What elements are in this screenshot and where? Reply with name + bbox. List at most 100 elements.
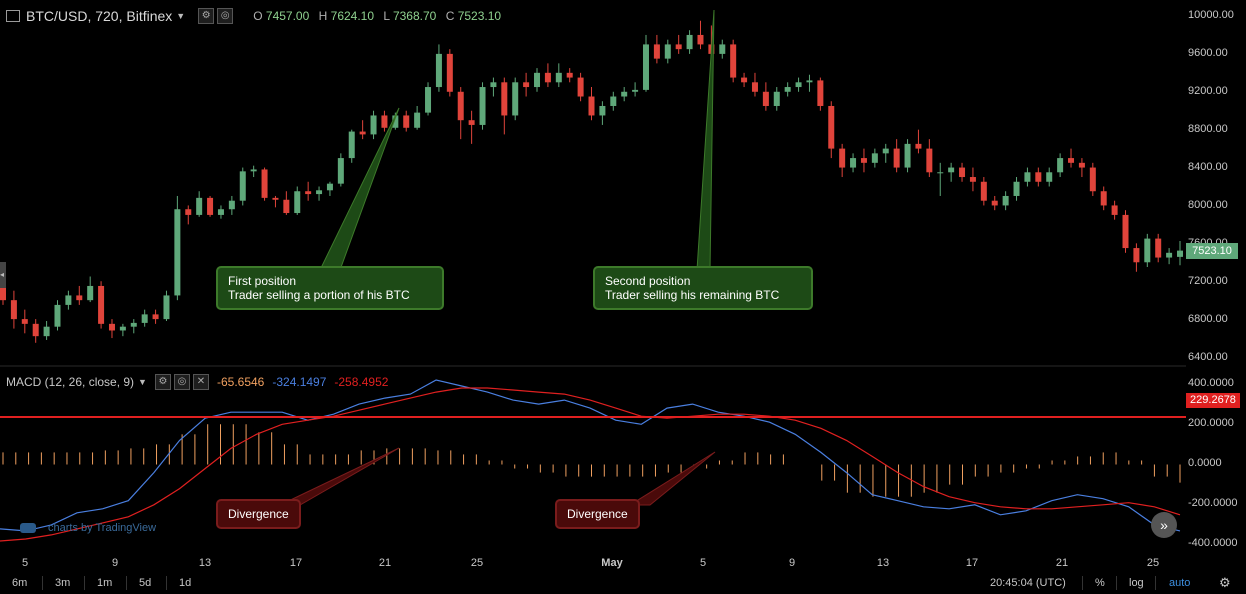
candle-body [544, 72, 551, 83]
candle-body [316, 190, 323, 195]
price-tick-label: 10000.00 [1188, 9, 1234, 21]
candle-body [250, 169, 257, 172]
timeframe-5d[interactable]: 5d [139, 577, 152, 589]
candle-body [686, 34, 693, 50]
close-icon[interactable]: ✕ [192, 374, 209, 390]
candle-body [76, 295, 83, 301]
candle-body [425, 87, 432, 113]
candle-body [588, 96, 595, 116]
candle-body [119, 326, 126, 331]
candle-body [893, 148, 900, 168]
candle-body [108, 323, 115, 331]
settings-icon[interactable]: ⚙ [154, 374, 171, 390]
candle-body [599, 105, 606, 116]
candle-body [959, 167, 966, 178]
candle-body [653, 44, 660, 59]
candle-body [163, 295, 170, 320]
candle-body [1122, 214, 1129, 249]
candle-body [196, 197, 203, 215]
candle-body [228, 200, 235, 210]
tradingview-watermark[interactable]: charts by TradingView [20, 522, 156, 534]
candle-body [850, 158, 857, 168]
candle-body [457, 91, 464, 121]
menu-icon[interactable] [6, 10, 20, 22]
date-tick-label: 25 [1146, 557, 1160, 569]
candle-body [98, 285, 105, 324]
price-chart[interactable] [0, 0, 1186, 555]
candle-body [621, 91, 628, 97]
candle-body [534, 72, 541, 88]
settings-icon[interactable]: ⚙ [198, 8, 215, 24]
candle-body [664, 44, 671, 59]
gear-icon[interactable]: ◎ [173, 374, 190, 390]
gear-icon[interactable]: ◎ [217, 8, 234, 24]
left-panel-toggle[interactable]: ◂ [0, 262, 6, 288]
current-price-tag: 7523.10 [1186, 243, 1238, 259]
timeframe-3m[interactable]: 3m [55, 577, 71, 589]
candle-body [272, 197, 279, 200]
price-tick-label: 6400.00 [1188, 351, 1228, 363]
candle-body [523, 82, 530, 88]
log-toggle[interactable]: log [1129, 577, 1144, 589]
candle-body [632, 89, 639, 92]
candle-body [283, 199, 290, 214]
chevron-down-icon[interactable]: ▼ [176, 11, 186, 21]
candle-body [784, 87, 791, 92]
candle-body [348, 131, 355, 159]
candle-body [860, 158, 867, 163]
candle-body [1078, 162, 1085, 168]
macd-title[interactable]: MACD (12, 26, close, 9) [6, 375, 135, 389]
price-tick-label: 9600.00 [1188, 47, 1228, 59]
first-position-note: First position Trader selling a portion … [216, 266, 444, 310]
candle-body [1111, 205, 1118, 215]
timeframe-1m[interactable]: 1m [97, 577, 113, 589]
price-tick-label: 9200.00 [1188, 85, 1228, 97]
date-tick-label: May [601, 557, 623, 569]
candle-body [991, 200, 998, 206]
divergence-pointer-2 [628, 451, 716, 506]
candle-body [751, 82, 758, 92]
candle-body [174, 209, 181, 296]
candle-body [392, 115, 399, 128]
candle-body [926, 148, 933, 173]
candle-body [642, 44, 649, 90]
timeframe-6m[interactable]: 6m [12, 577, 28, 589]
date-tick-label: 21 [378, 557, 392, 569]
candle-body [490, 82, 497, 88]
candle-body [381, 115, 388, 128]
macd-hist-value: -65.6546 [216, 375, 265, 389]
divergence-note-2: Divergence [555, 499, 640, 529]
candle-body [435, 53, 442, 88]
date-tick-label: 9 [788, 557, 796, 569]
candle-body [21, 319, 28, 324]
scroll-to-realtime-button[interactable]: » [1151, 512, 1177, 538]
candle-body [828, 105, 835, 149]
candle-body [839, 148, 846, 168]
macd-tick-label: 0.0000 [1188, 457, 1222, 469]
bottom-toolbar: 6m 3m 1m 5d 1d 20:45:04 (UTC) % log auto… [0, 574, 1246, 594]
candle-body [555, 72, 562, 83]
candle-body [1166, 252, 1173, 258]
chevron-down-icon[interactable]: ▼ [138, 377, 147, 387]
auto-toggle[interactable]: auto [1169, 577, 1191, 589]
candle-body [817, 80, 824, 106]
candle-body [730, 44, 737, 78]
gear-icon[interactable]: ⚙ [1219, 575, 1231, 590]
candle-body [239, 171, 246, 201]
candle-body [294, 191, 301, 214]
candle-body [762, 91, 769, 106]
percent-toggle[interactable]: % [1095, 577, 1105, 589]
candle-body [305, 191, 312, 195]
candle-body [806, 80, 813, 83]
candle-body [414, 112, 421, 128]
first-position-title: First position [228, 274, 297, 288]
date-tick-label: 17 [289, 557, 303, 569]
symbol-title[interactable]: BTC/USD, 720, Bitfinex [26, 8, 173, 24]
candle-body [719, 44, 726, 54]
timeframe-1d[interactable]: 1d [179, 577, 192, 589]
second-position-pointer [696, 9, 715, 271]
divergence-pointer-1 [279, 447, 400, 506]
macd-tick-label: 200.0000 [1188, 417, 1234, 429]
candle-body [54, 304, 61, 327]
candle-body [32, 323, 39, 337]
